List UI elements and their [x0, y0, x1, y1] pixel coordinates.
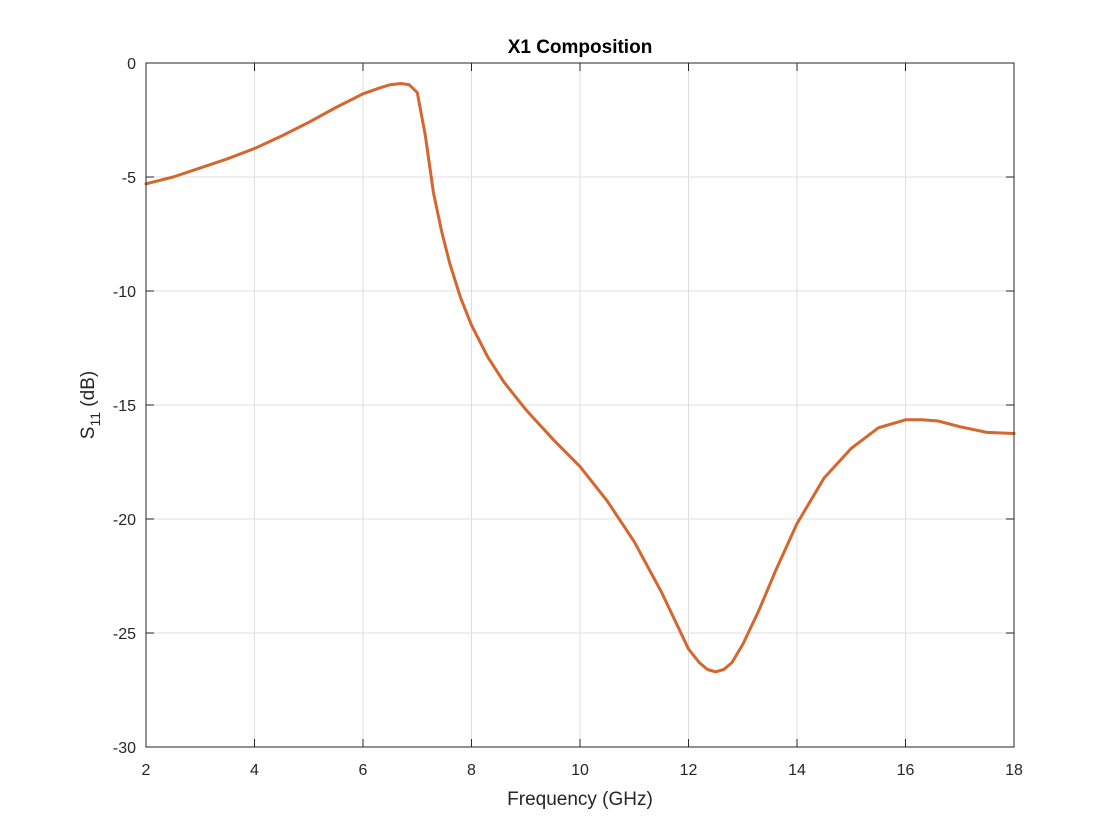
- x-tick-label: 12: [680, 762, 698, 779]
- y-axis-label-main: S: [78, 427, 99, 440]
- grid: [145, 62, 1015, 748]
- x-tick-label: 10: [571, 762, 589, 779]
- y-tick-label: -10: [113, 284, 136, 301]
- series-line: [144, 82, 1016, 674]
- series-layer: [144, 82, 1016, 674]
- x-tick-label: 4: [250, 762, 259, 779]
- x-tick-label: 16: [897, 762, 915, 779]
- x-tick-label: 2: [142, 762, 151, 779]
- y-tick-label: -30: [113, 740, 136, 757]
- y-tick-label: 0: [127, 56, 136, 73]
- y-axis-label-suffix: (dB): [78, 371, 99, 412]
- x-axis-label: Frequency (GHz): [507, 789, 653, 810]
- y-tick-label: -25: [113, 626, 136, 643]
- axis-ticks: [145, 62, 1015, 748]
- x-tick-label: 6: [359, 762, 368, 779]
- y-axis-label: S11 (dB): [78, 371, 103, 439]
- x-tick-label: 14: [788, 762, 806, 779]
- y-tick-label: -20: [113, 512, 136, 529]
- y-tick-label: -5: [122, 170, 136, 187]
- x-tick-label: 18: [1005, 762, 1023, 779]
- tick-labels: 2 4 6 8 10 12 14 16 18 0 -5 -10 -15 -20 -25 -30: [113, 56, 1023, 779]
- y-tick-label: -15: [113, 398, 136, 415]
- chart-title: X1 Composition: [508, 37, 653, 58]
- x-tick-label: 8: [467, 762, 476, 779]
- y-axis-label-subscript: 11: [87, 412, 103, 427]
